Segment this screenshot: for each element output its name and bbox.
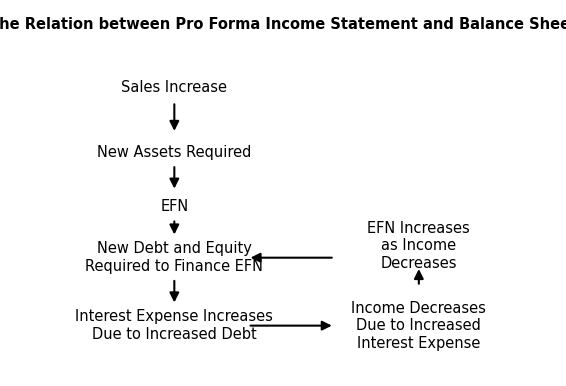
Text: Income Decreases
Due to Increased
Interest Expense: Income Decreases Due to Increased Intere…	[351, 301, 486, 350]
Text: Sales Increase: Sales Increase	[121, 80, 228, 95]
Text: New Assets Required: New Assets Required	[97, 145, 251, 160]
Text: EFN Increases
as Income
Decreases: EFN Increases as Income Decreases	[367, 221, 470, 271]
Text: EFN: EFN	[160, 199, 188, 214]
Text: The Relation between Pro Forma Income Statement and Balance Sheet: The Relation between Pro Forma Income St…	[0, 17, 566, 32]
Text: Interest Expense Increases
Due to Increased Debt: Interest Expense Increases Due to Increa…	[75, 310, 273, 342]
Text: New Debt and Equity
Required to Finance EFN: New Debt and Equity Required to Finance …	[85, 242, 263, 274]
